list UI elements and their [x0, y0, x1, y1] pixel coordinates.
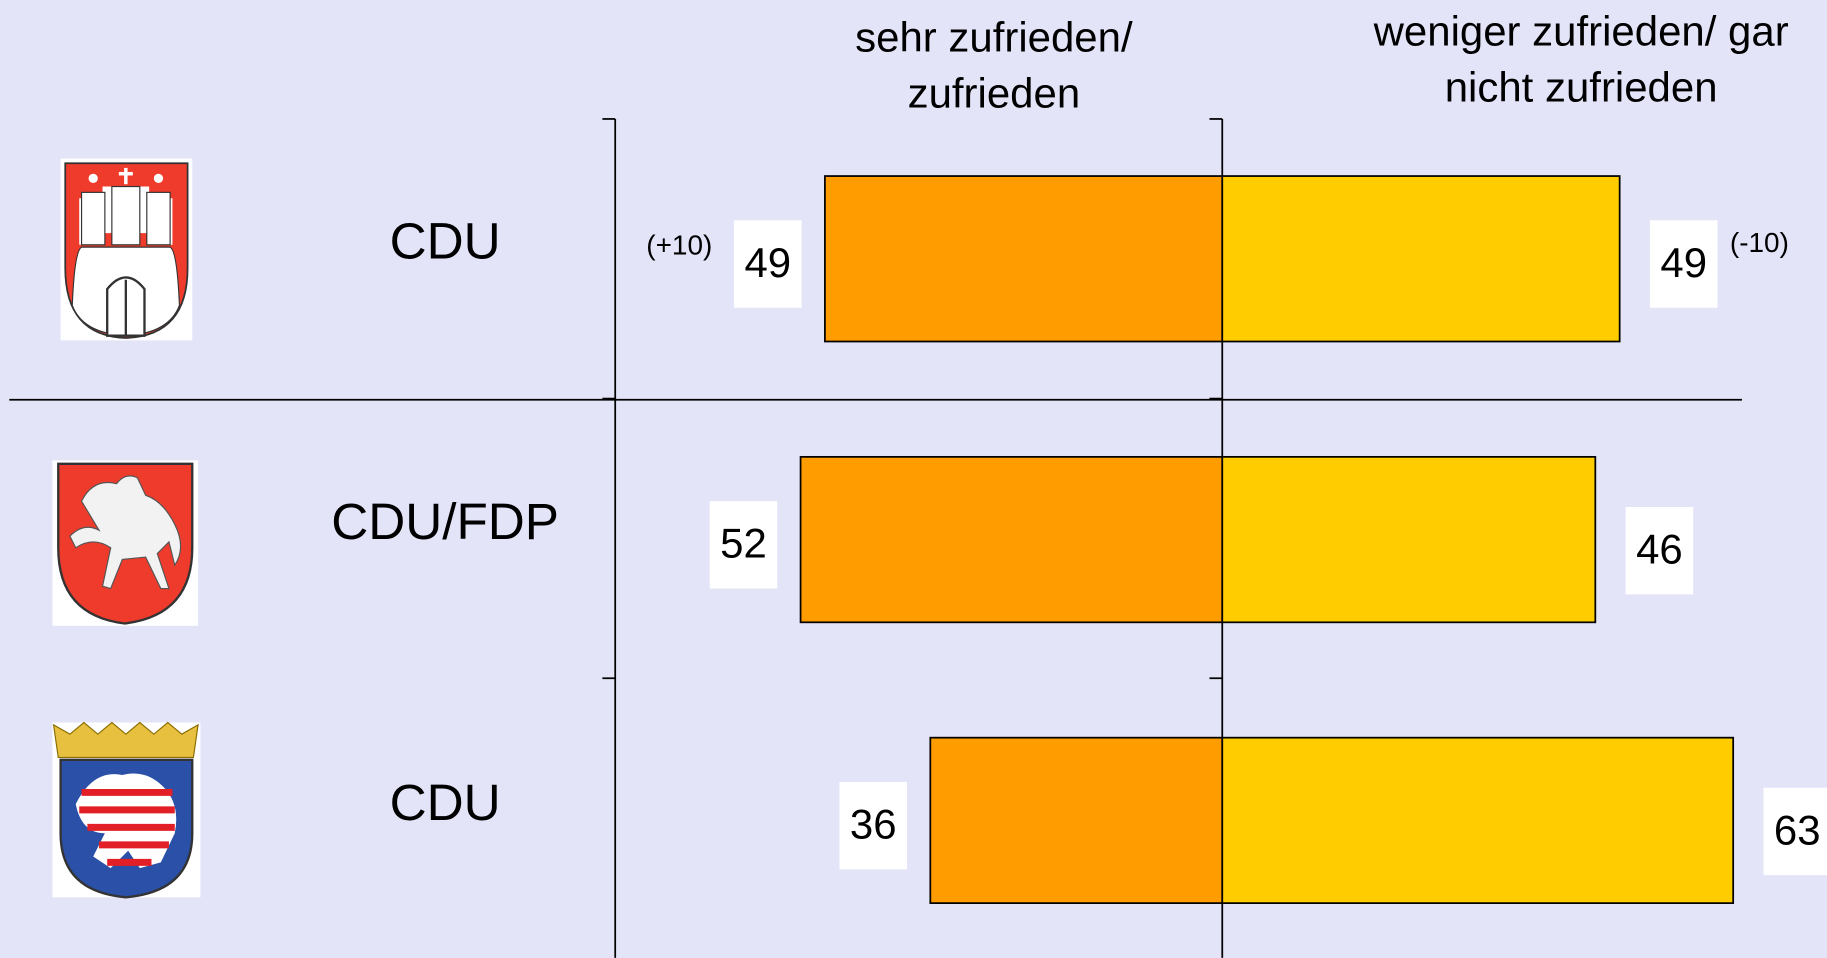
- value-label-box: [1763, 787, 1827, 876]
- bar: [824, 175, 1224, 343]
- value-label-box: [734, 220, 802, 308]
- category-label: CDU: [390, 212, 501, 269]
- value-label-box: [709, 501, 778, 589]
- series-name: weniger zufrieden/ gar nicht zufrieden: [1373, 7, 1789, 111]
- bar: [1221, 736, 1735, 904]
- value-label: 49: [1660, 239, 1707, 286]
- value-label: 63: [1774, 806, 1821, 853]
- series-name: sehr zufrieden/ zufrieden: [855, 12, 1133, 117]
- bar: [799, 455, 1224, 624]
- coat-of-arms-niedersachsen: [52, 460, 199, 626]
- bar: [1221, 175, 1621, 343]
- annotation: (+10): [646, 230, 712, 261]
- value-label: 36: [850, 800, 897, 847]
- coat-of-arms-hessen: [52, 721, 201, 899]
- value-label: 52: [720, 520, 767, 567]
- value-label-box: [1649, 220, 1718, 308]
- category-label: CDU: [390, 774, 501, 831]
- category-label: CDU/FDP: [331, 493, 559, 550]
- bar: [929, 736, 1224, 904]
- legend-right: weniger zufrieden/ gar nicht zufrieden: [1373, 7, 1789, 111]
- value-label: 49: [744, 239, 791, 286]
- value-label: 46: [1636, 525, 1683, 572]
- value-label-box: [839, 781, 908, 870]
- legend-left: sehr zufrieden/ zufrieden: [855, 12, 1133, 117]
- bar: [1221, 455, 1597, 624]
- value-label-box: [1625, 506, 1694, 595]
- coat-of-arms-hamburg: [60, 158, 193, 341]
- annotation: (-10): [1730, 227, 1789, 258]
